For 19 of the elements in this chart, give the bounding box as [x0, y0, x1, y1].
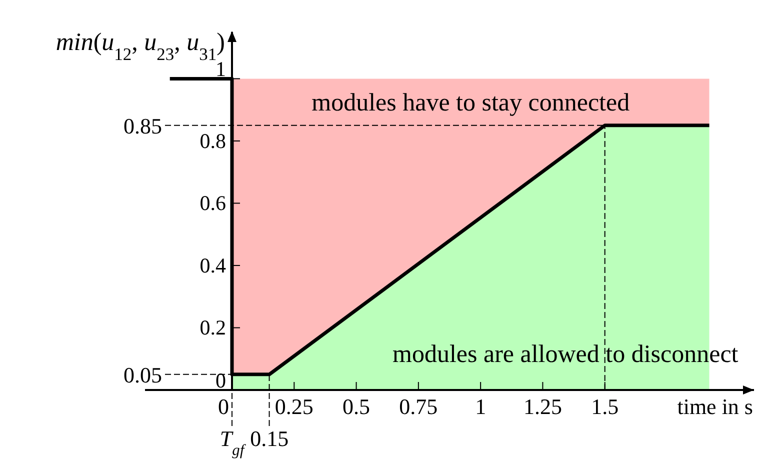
ref-line-label: 0.05: [124, 362, 162, 387]
x-axis-title: time in s: [677, 394, 753, 419]
x-tick-label: 0.75: [399, 394, 438, 419]
y-tick-label: 0: [216, 368, 226, 392]
y-tick-label: 0.4: [200, 253, 226, 278]
x-tick-label: 1: [475, 394, 486, 419]
annotation: modules have to stay connected: [312, 89, 630, 116]
x-tick-label: 0.25: [274, 394, 314, 419]
y-tick-label: 0.6: [200, 191, 226, 216]
y-tick-label: 0.8: [200, 128, 226, 153]
y-tick-label: 1: [216, 57, 226, 82]
ref-line-label: T$_{gf}$: [220, 426, 247, 458]
annotation: modules are allowed to disconnect: [392, 340, 738, 368]
x-tick-label: 1.5: [591, 394, 619, 419]
x-tick-label: 1.25: [523, 394, 562, 419]
ref-line-label: 0.85: [124, 112, 162, 138]
x-tick-label: 0.5: [342, 394, 370, 419]
ref-line-label: 0.15: [250, 426, 289, 451]
y-tick-label: 0.2: [200, 316, 226, 340]
